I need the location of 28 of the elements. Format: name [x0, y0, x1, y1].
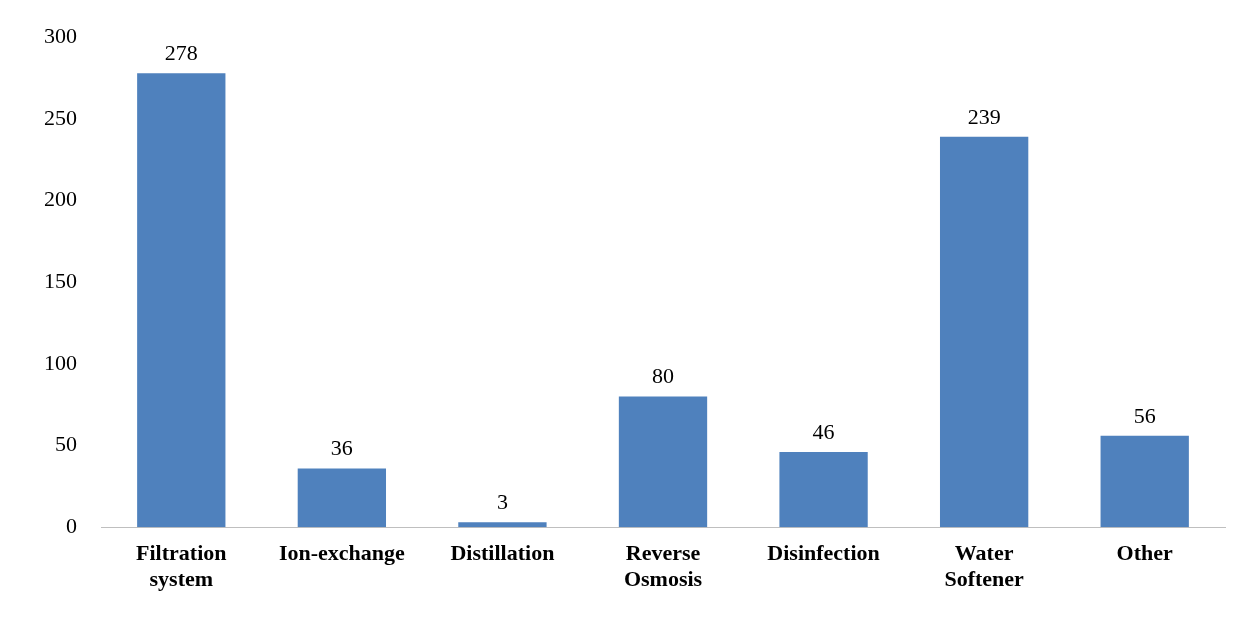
bar [1100, 435, 1189, 528]
bar [779, 452, 868, 528]
data-label: 3 [496, 489, 508, 515]
bar [297, 468, 387, 528]
y-tick-label: 50 [55, 431, 77, 457]
x-tick-label: Disinfection [767, 540, 880, 566]
data-label: 36 [330, 435, 353, 461]
data-label: 239 [967, 103, 1001, 129]
y-tick-label: 200 [44, 186, 77, 212]
data-label: 46 [812, 418, 835, 444]
x-tick-label: Distillation [450, 540, 555, 566]
y-tick-label: 150 [44, 267, 77, 293]
data-label: 56 [1133, 402, 1156, 428]
x-tick-label: Reverse Osmosis [623, 540, 703, 592]
bar [137, 73, 226, 528]
y-tick-label: 0 [66, 512, 77, 538]
y-tick-label: 100 [44, 349, 77, 375]
x-tick-label: Water Softener [944, 540, 1025, 592]
x-tick-label: Filtration system [136, 540, 227, 592]
x-tick-label: Ion-exchange [278, 540, 406, 566]
y-tick-label: 300 [44, 22, 77, 48]
bar [618, 396, 708, 528]
data-label: 278 [164, 39, 198, 65]
bar [458, 522, 547, 528]
bar [939, 136, 1029, 528]
data-label: 80 [652, 363, 674, 389]
x-tick-label: Other [1116, 540, 1174, 566]
y-tick-label: 250 [44, 104, 77, 130]
